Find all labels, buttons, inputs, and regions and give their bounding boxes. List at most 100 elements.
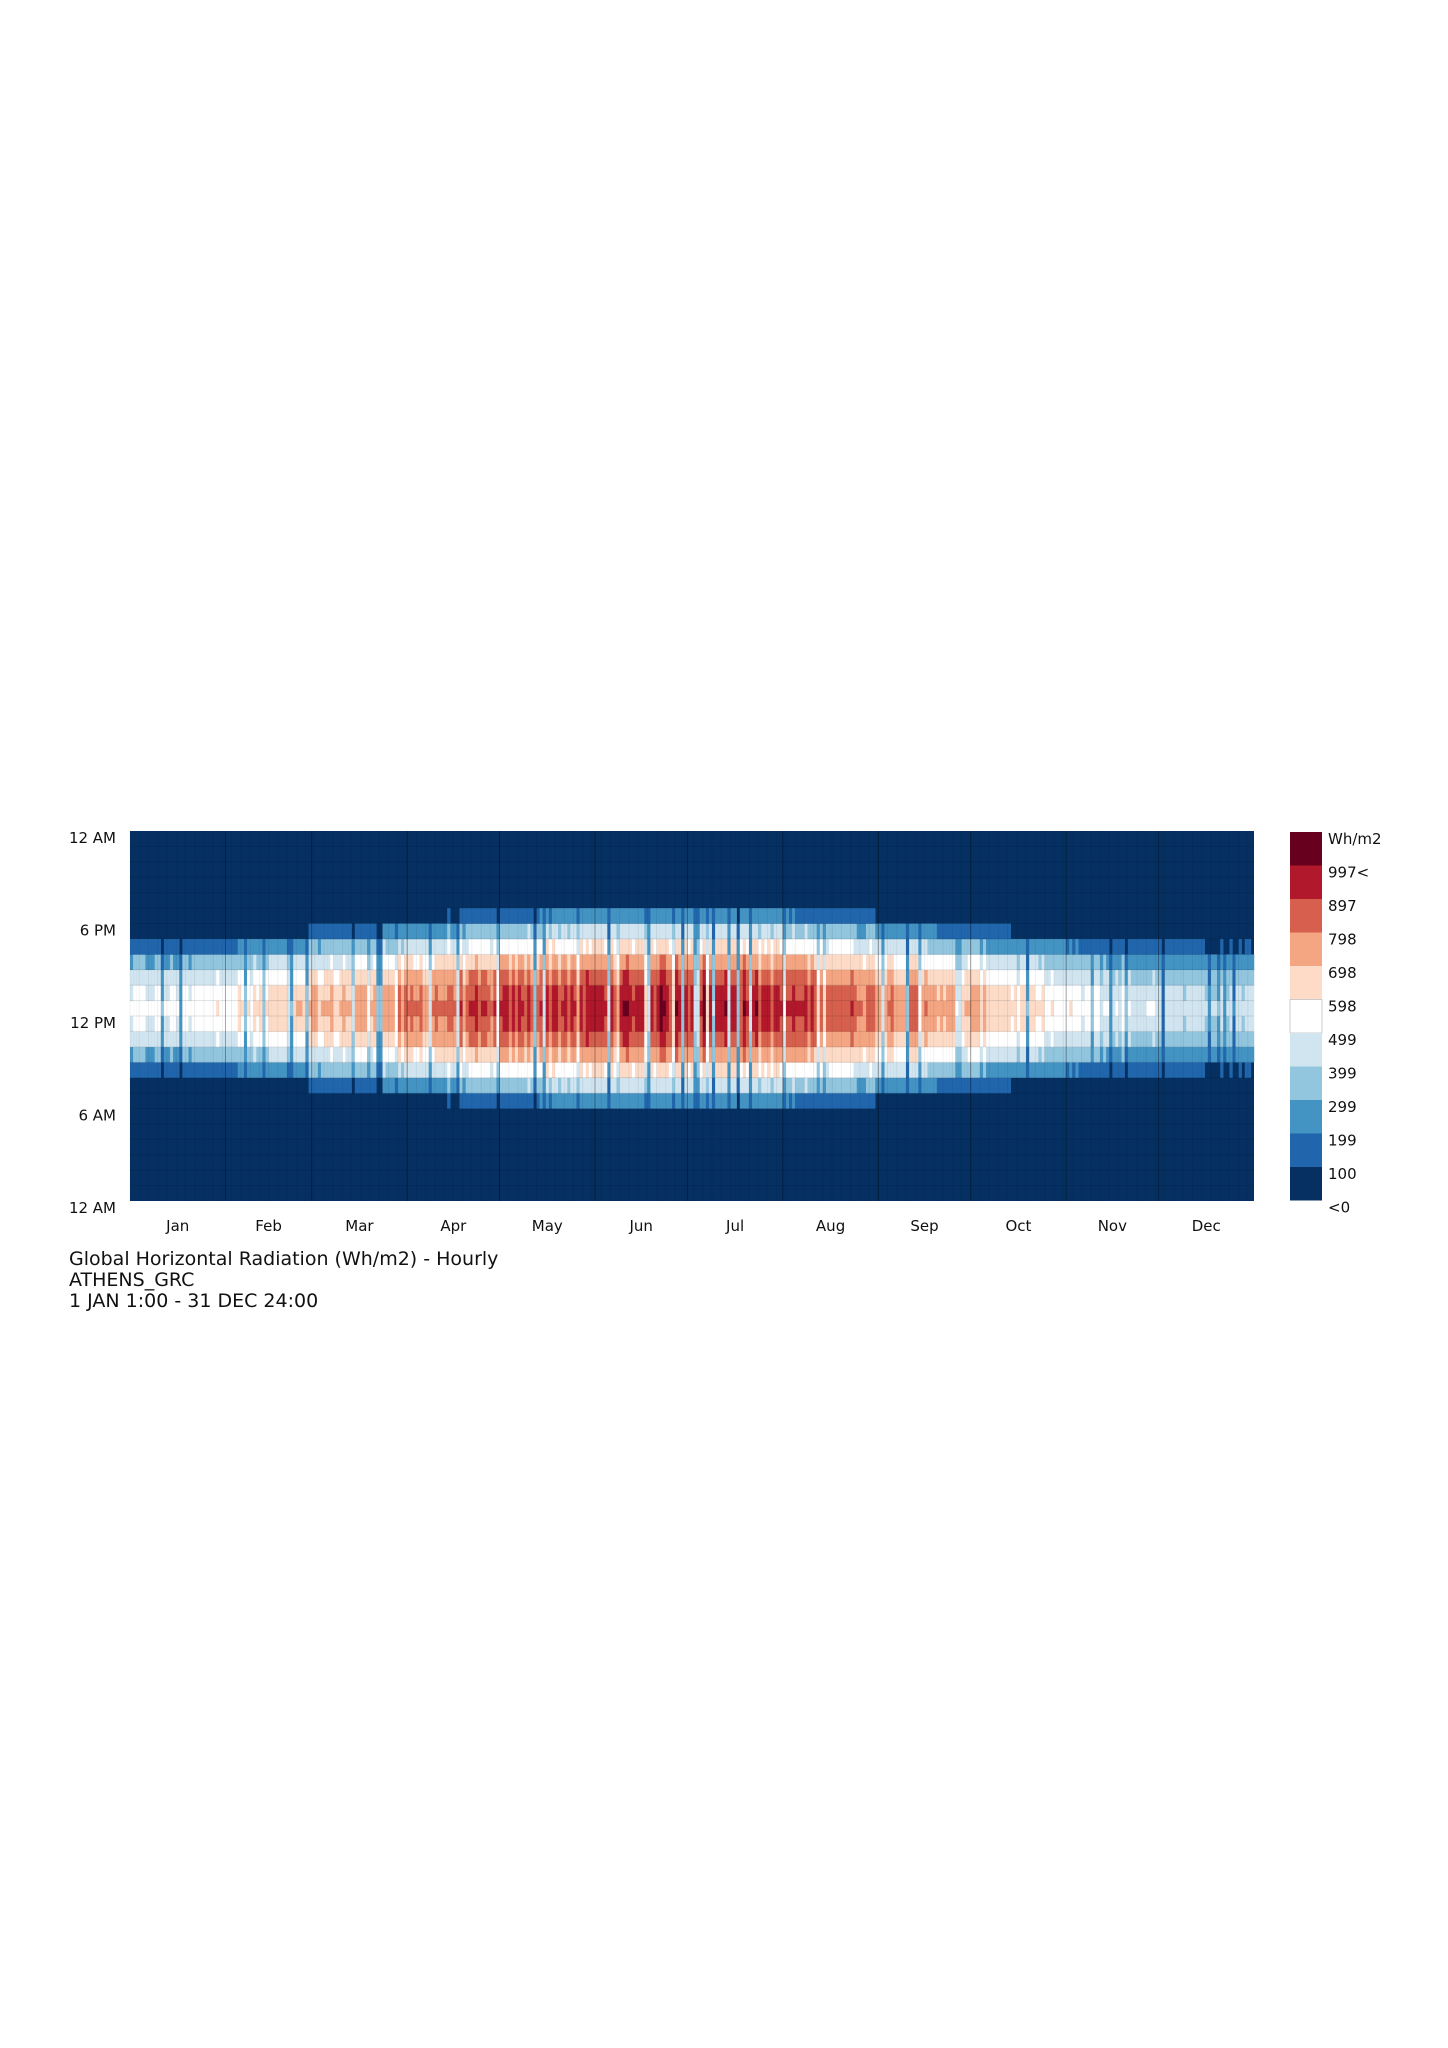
heatmap-cell bbox=[902, 1000, 907, 1017]
heatmap-cell bbox=[536, 985, 540, 1001]
heatmap-cell bbox=[758, 969, 762, 986]
heatmap-cell bbox=[924, 1077, 928, 1094]
heatmap-cell bbox=[524, 969, 528, 986]
heatmap-cell bbox=[650, 908, 654, 924]
heatmap-cell bbox=[795, 923, 799, 940]
heatmap-cell bbox=[628, 1031, 633, 1048]
heatmap-cell bbox=[1078, 1046, 1082, 1063]
heatmap-cell bbox=[1177, 1000, 1181, 1017]
heatmap-cell bbox=[222, 1046, 226, 1063]
heatmap-cell bbox=[992, 954, 996, 970]
heatmap-cell bbox=[579, 1077, 583, 1094]
heatmap-cell bbox=[518, 985, 522, 1001]
heatmap-cell bbox=[668, 1031, 673, 1048]
heatmap-cell bbox=[835, 923, 839, 940]
heatmap-cell bbox=[631, 1062, 636, 1078]
heatmap-cell bbox=[736, 969, 740, 986]
heatmap-cell bbox=[130, 969, 134, 986]
heatmap-cell bbox=[533, 969, 537, 986]
heatmap-cell bbox=[767, 923, 771, 940]
heatmap-cell bbox=[684, 954, 688, 970]
heatmap-cell bbox=[961, 923, 965, 940]
heatmap-cell bbox=[798, 985, 802, 1001]
heatmap-cell bbox=[647, 954, 651, 970]
heatmap-cell bbox=[444, 1031, 448, 1048]
heatmap-cell bbox=[955, 1062, 959, 1078]
heatmap-cell bbox=[518, 1077, 522, 1094]
heatmap-cell bbox=[850, 1031, 854, 1048]
heatmap-cell bbox=[182, 1046, 186, 1063]
heatmap-cell bbox=[1201, 969, 1205, 986]
heatmap-cell bbox=[1223, 1016, 1227, 1032]
heatmap-cell bbox=[1115, 1000, 1119, 1017]
heatmap-cell bbox=[388, 1062, 392, 1078]
heatmap-cell bbox=[610, 1016, 614, 1032]
heatmap-cell bbox=[391, 969, 396, 986]
heatmap-cell bbox=[887, 1046, 891, 1063]
heatmap-cell bbox=[671, 1062, 676, 1078]
heatmap-cell bbox=[219, 969, 223, 986]
heatmap-cell bbox=[1044, 1000, 1048, 1017]
heatmap-cell bbox=[1100, 954, 1104, 970]
heatmap-cell bbox=[382, 954, 386, 970]
heatmap-cell bbox=[314, 1000, 319, 1017]
heatmap-cell bbox=[410, 954, 414, 970]
heatmap-cell bbox=[481, 969, 485, 986]
heatmap-cell bbox=[219, 938, 223, 955]
heatmap-cell bbox=[776, 923, 781, 940]
heatmap-cell bbox=[1201, 1031, 1205, 1048]
heatmap-cell bbox=[930, 1062, 934, 1078]
heatmap-cell bbox=[471, 954, 476, 970]
heatmap-cell bbox=[856, 985, 861, 1001]
heatmap-cell bbox=[277, 1031, 282, 1048]
heatmap-cell bbox=[721, 969, 725, 986]
heatmap-cell bbox=[545, 985, 550, 1001]
heatmap-cell bbox=[1155, 1000, 1159, 1017]
heatmap-cell bbox=[933, 1000, 938, 1017]
heatmap-cell bbox=[536, 969, 540, 986]
heatmap-cell bbox=[650, 969, 654, 986]
heatmap-cell bbox=[262, 938, 266, 955]
heatmap-cell bbox=[231, 1031, 235, 1048]
heatmap-cell bbox=[1001, 954, 1005, 970]
heatmap-cell bbox=[407, 1000, 411, 1017]
heatmap-cell bbox=[545, 954, 550, 970]
heatmap-cell bbox=[1050, 969, 1055, 986]
heatmap-cell bbox=[761, 923, 765, 940]
heatmap-cell bbox=[385, 1031, 389, 1048]
heatmap-cell bbox=[832, 923, 836, 940]
heatmap-cell bbox=[1140, 1016, 1144, 1032]
heatmap-cell bbox=[1161, 1046, 1165, 1063]
heatmap-cell bbox=[400, 1016, 405, 1032]
heatmap-cell bbox=[764, 1077, 768, 1094]
heatmap-cell bbox=[518, 954, 522, 970]
heatmap-cell bbox=[696, 1031, 700, 1048]
heatmap-cell bbox=[610, 969, 614, 986]
heatmap-cell bbox=[1090, 938, 1095, 955]
heatmap-cell bbox=[468, 1031, 473, 1048]
heatmap-cell bbox=[942, 1077, 947, 1094]
heatmap-cell bbox=[1220, 1000, 1224, 1017]
heatmap-cell bbox=[219, 1000, 223, 1017]
heatmap-cell bbox=[595, 1046, 599, 1063]
heatmap-cell bbox=[410, 923, 414, 940]
heatmap-cell bbox=[324, 1016, 328, 1032]
heatmap-cell bbox=[841, 1031, 845, 1048]
heatmap-cell bbox=[216, 1031, 220, 1048]
heatmap-cell bbox=[274, 938, 279, 955]
heatmap-cell bbox=[850, 938, 854, 955]
heatmap-cell bbox=[388, 985, 392, 1001]
heatmap-cell bbox=[299, 1016, 303, 1032]
heatmap-cell bbox=[530, 1031, 534, 1048]
heatmap-cell bbox=[234, 1062, 239, 1078]
heatmap-cell bbox=[262, 1046, 266, 1063]
heatmap-cell bbox=[551, 954, 556, 970]
heatmap-cell bbox=[287, 1016, 291, 1032]
heatmap-cell bbox=[293, 1031, 297, 1048]
heatmap-cell bbox=[154, 1046, 158, 1063]
heatmap-cell bbox=[536, 1000, 540, 1017]
heatmap-cell bbox=[376, 1031, 380, 1048]
heatmap-cell bbox=[816, 1062, 821, 1078]
heatmap-cell bbox=[1143, 1016, 1147, 1032]
y-tick-label: 12 AM bbox=[69, 1199, 116, 1217]
